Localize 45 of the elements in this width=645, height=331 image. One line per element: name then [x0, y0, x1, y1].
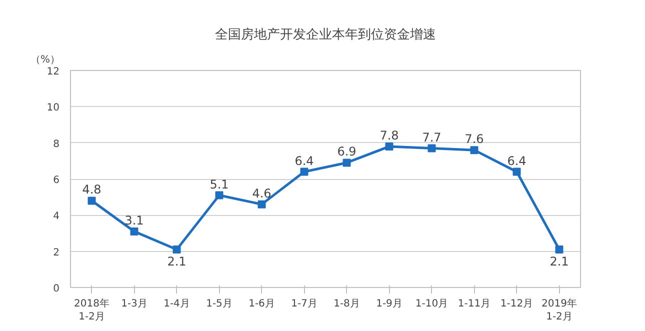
x-tick-label: 1-4月 [164, 298, 190, 310]
point [300, 168, 308, 176]
x-tick-label: 1-8月 [334, 298, 360, 310]
point [258, 200, 266, 208]
data-label: 7.6 [464, 132, 484, 146]
x-tick-label: 1-9月 [376, 298, 402, 310]
point [172, 246, 181, 254]
point [555, 246, 564, 254]
y-tick-label: 0 [53, 284, 60, 294]
y-tick-label: 8 [53, 138, 60, 150]
x-tick-label: 2018年 1-2月 [74, 298, 110, 323]
y-tick-label: 6 [53, 175, 60, 186]
x-tick-label: 1-12月 [500, 298, 534, 310]
point [385, 142, 394, 150]
data-label: 3.1 [124, 213, 144, 228]
x-tick-label: 1-5月 [206, 298, 232, 310]
y-axis-title: （%） [30, 54, 60, 66]
point [470, 146, 478, 154]
point [342, 158, 351, 167]
y-tick-label: 2 [53, 247, 60, 258]
point [88, 196, 96, 205]
data-label: 6.9 [337, 144, 356, 159]
point [512, 168, 521, 176]
y-tick-label: 4 [53, 211, 60, 222]
point [428, 144, 436, 152]
x-tick-label: 1-11月 [458, 298, 491, 310]
data-label: 7.7 [422, 130, 442, 144]
x-tick-label: 2019年 1-2月 [542, 298, 577, 323]
x-tick-label: 1-6月 [248, 298, 275, 310]
data-label: 5.1 [210, 177, 229, 192]
data-label: 4.8 [82, 182, 102, 197]
chart-title: 全国房地产开发企业本年到位资金增速 [215, 26, 436, 42]
data-label: 6.4 [507, 154, 526, 168]
x-tick-label: 1-10月 [415, 298, 448, 310]
data-label: 2.1 [550, 254, 569, 269]
y-tick-label: 12 [46, 66, 60, 78]
y-tick-label: 10 [46, 102, 60, 114]
data-label: 4.6 [252, 186, 272, 200]
data-label: 7.8 [380, 128, 399, 142]
point [130, 227, 138, 236]
x-tick-label: 1-7月 [291, 298, 318, 310]
point [215, 191, 224, 200]
x-tick-label: 1-3月 [121, 298, 148, 310]
data-label: 6.4 [294, 154, 314, 168]
data-label: 2.1 [167, 254, 186, 269]
